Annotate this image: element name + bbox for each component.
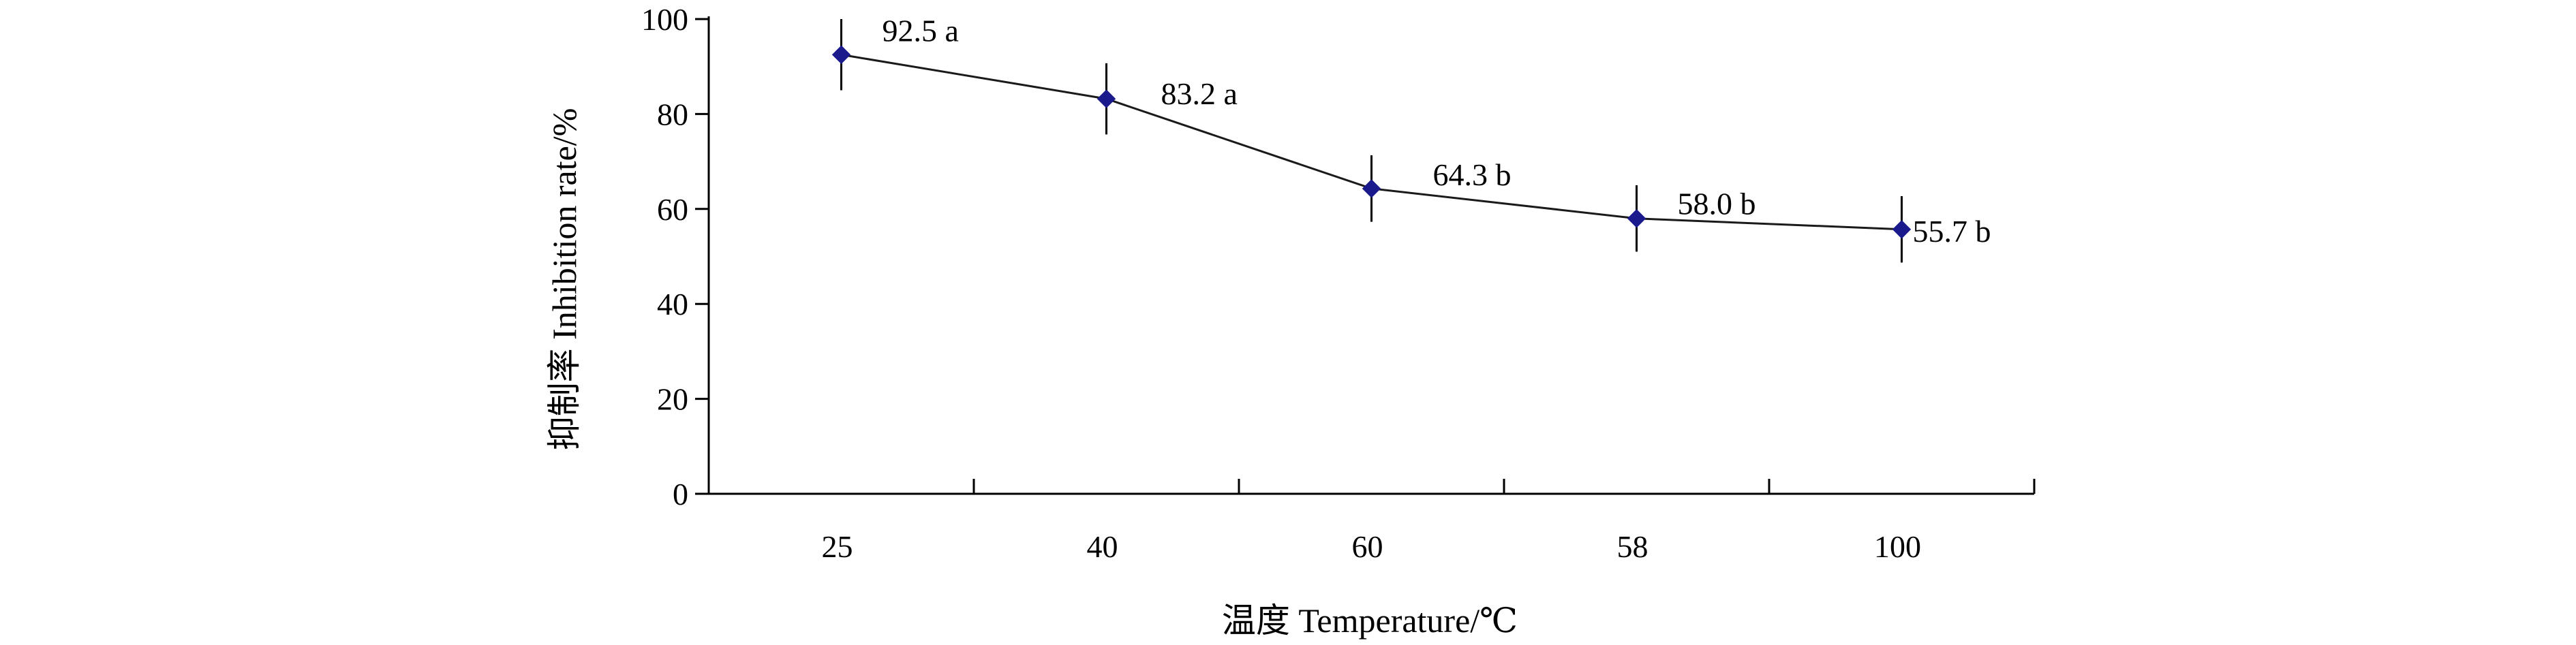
data-label: 92.5 a [883, 13, 959, 48]
x-tick-label: 60 [1352, 529, 1383, 564]
data-labels: 92.5 a 83.2 a 64.3 b 58.0 b 55.7 b [883, 13, 1991, 248]
x-tick-label: 58 [1617, 529, 1649, 564]
data-point-marker [1892, 220, 1912, 239]
x-tick-label: 100 [1874, 529, 1921, 564]
y-axis-ticks: 0 20 40 60 80 100 [641, 2, 709, 512]
data-label: 58.0 b [1678, 187, 1756, 221]
y-tick-label: 20 [657, 382, 688, 417]
x-tick-label: 40 [1087, 529, 1118, 564]
y-tick-label: 40 [657, 287, 688, 321]
data-point-marker [1627, 209, 1646, 228]
x-axis-title: 温度 Temperature/℃ [1222, 601, 1518, 640]
x-axis-ticks: 25 40 60 58 100 [707, 479, 2036, 564]
data-point-marker [1097, 89, 1116, 108]
data-label: 83.2 a [1161, 76, 1238, 111]
axes [707, 16, 2034, 495]
series-layer [831, 19, 1912, 263]
y-tick-label: 0 [673, 477, 688, 512]
x-tick-label: 25 [822, 529, 853, 564]
y-tick-label: 80 [657, 97, 688, 131]
data-point-marker [831, 45, 851, 64]
y-tick-label: 60 [657, 192, 688, 227]
y-tick-label: 100 [641, 2, 688, 37]
y-axis-title: 抑制率 Inhibition rate/% [545, 108, 583, 451]
data-label: 55.7 b [1913, 214, 1991, 249]
data-label: 64.3 b [1433, 157, 1512, 192]
data-point-marker [1362, 179, 1381, 198]
